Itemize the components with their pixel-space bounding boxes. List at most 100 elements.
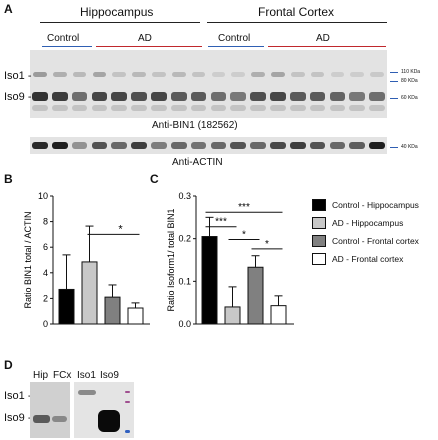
- blot-band-smear: [131, 105, 147, 111]
- legend-label: Control - Frontal cortex: [332, 236, 419, 246]
- actin-band: [349, 142, 366, 149]
- actin-band: [329, 142, 346, 149]
- iso1-label-d: Iso1 -: [4, 390, 32, 402]
- blot-band-iso9: [131, 92, 147, 101]
- blot-band-iso1: [52, 72, 67, 77]
- y-axis-label: Ratio Isoform1/ total BIN1: [166, 208, 176, 311]
- panel-a-letter: A: [4, 2, 13, 16]
- y-tick-label: 0.0: [178, 319, 191, 329]
- y-axis-label: Ratio BIN1 total / ACTIN: [23, 211, 33, 308]
- mw-marker-110: 110 KDa: [401, 69, 421, 75]
- actin-marker-line: [390, 147, 398, 148]
- blot-band-iso1: [231, 72, 246, 77]
- marker-dot-bottom: [125, 430, 130, 433]
- blot-band-smear: [170, 105, 187, 111]
- blot-band-iso1: [171, 72, 186, 77]
- blot-band-iso1: [132, 72, 146, 77]
- panel-d-letter: D: [4, 358, 13, 372]
- blot-band-smear: [91, 105, 108, 111]
- legend-item: AD - Hippocampus: [312, 216, 403, 230]
- blot-band-iso9: [309, 92, 326, 101]
- bar: [247, 266, 264, 325]
- blot-band-iso9: [91, 92, 108, 101]
- significance-label: *: [118, 223, 123, 235]
- bar: [201, 236, 218, 325]
- blot-band-smear: [210, 105, 227, 111]
- y-tick-label: 8: [43, 217, 48, 227]
- actin-band: [230, 142, 247, 149]
- y-tick-label: 0: [43, 319, 48, 329]
- group-label-control-fc: Control: [218, 33, 251, 44]
- mw-marker-line-60: [390, 98, 398, 99]
- actin-band: [210, 142, 227, 149]
- mw-marker-80: 80 KDa: [401, 78, 418, 84]
- blot-band-iso1: [191, 72, 206, 77]
- legend-item: Control - Hippocampus: [312, 198, 419, 212]
- blot-band-smear: [51, 105, 68, 111]
- marker-dot-top: [125, 391, 130, 393]
- panel-d-blot-left: [30, 382, 70, 438]
- blot-band-iso1: [310, 72, 325, 77]
- legend-item: Control - Frontal cortex: [312, 234, 419, 248]
- actin-band: [91, 142, 108, 149]
- actin-band: [131, 142, 147, 149]
- mw-marker-line-80: [390, 81, 398, 82]
- blot-band-smear: [230, 105, 247, 111]
- significance-label: ***: [238, 202, 250, 213]
- bar: [127, 307, 144, 325]
- iso1-label-a: Iso1 -: [4, 70, 32, 82]
- blot-band-iso9: [349, 92, 366, 101]
- legend-label: AD - Hippocampus: [332, 218, 404, 228]
- region-label-frontal-cortex: Frontal Cortex: [258, 5, 335, 19]
- blot-band-iso9: [369, 92, 385, 101]
- blot-band-iso9: [170, 92, 187, 101]
- actin-band: [270, 142, 286, 149]
- group-line-ad-hip: [96, 46, 202, 47]
- y-tick-label: 2: [43, 293, 48, 303]
- panel-d-blot-right: [74, 382, 134, 438]
- region-line-hippocampus: [40, 22, 200, 23]
- chart-b: 0 2 4 6 8 10 Ratio BIN1 total / ACTIN *: [23, 191, 150, 329]
- group-label-control-hip: Control: [47, 33, 80, 44]
- iso9-label-a: Iso9 -: [4, 91, 32, 103]
- blot-band-smear: [349, 105, 366, 111]
- blot-band-iso1: [211, 72, 226, 77]
- blot-band-smear: [270, 105, 286, 111]
- blot-band-iso9: [51, 92, 68, 101]
- y-tick-label: 0.2: [178, 234, 191, 244]
- blot-band-iso1: [33, 72, 47, 77]
- mw-marker-line-110: [390, 72, 398, 73]
- iso9-label-d: Iso9 -: [4, 412, 32, 424]
- blot-band-iso9: [71, 92, 88, 101]
- group-line-control-fc: [208, 46, 264, 47]
- group-label-ad-hip: AD: [138, 33, 152, 44]
- blot-band-iso9: [210, 92, 227, 101]
- blot-band-smear: [151, 105, 167, 111]
- antibody-label: Anti-BIN1 (182562): [152, 120, 238, 131]
- blot-band-iso1: [251, 72, 265, 77]
- actin-band: [151, 142, 167, 149]
- actin-band: [289, 142, 306, 149]
- bar: [58, 288, 75, 325]
- actin-label: Anti-ACTIN: [172, 157, 223, 168]
- blot-band-smear: [369, 105, 385, 111]
- band-hip-iso9: [33, 415, 50, 423]
- actin-band: [250, 142, 266, 149]
- legend-swatch: [312, 199, 326, 211]
- panel-b-letter: B: [4, 172, 13, 186]
- blot-band-smear: [71, 105, 88, 111]
- mw-marker-60: 60 KDa: [401, 95, 418, 101]
- blot-band-iso9: [329, 92, 346, 101]
- blot-band-iso1: [112, 72, 127, 77]
- legend-swatch: [312, 217, 326, 229]
- significance-label: *: [242, 230, 246, 241]
- blot-band-smear: [250, 105, 266, 111]
- blot-band-iso9: [289, 92, 306, 101]
- y-tick-label: 10: [38, 191, 48, 201]
- blot-band-smear: [111, 105, 128, 111]
- blot-band-iso9: [111, 92, 128, 101]
- group-line-control-hip: [42, 46, 92, 47]
- blot-band-smear: [309, 105, 326, 111]
- panel-c-letter: C: [150, 172, 159, 186]
- group-label-ad-fc: AD: [316, 33, 330, 44]
